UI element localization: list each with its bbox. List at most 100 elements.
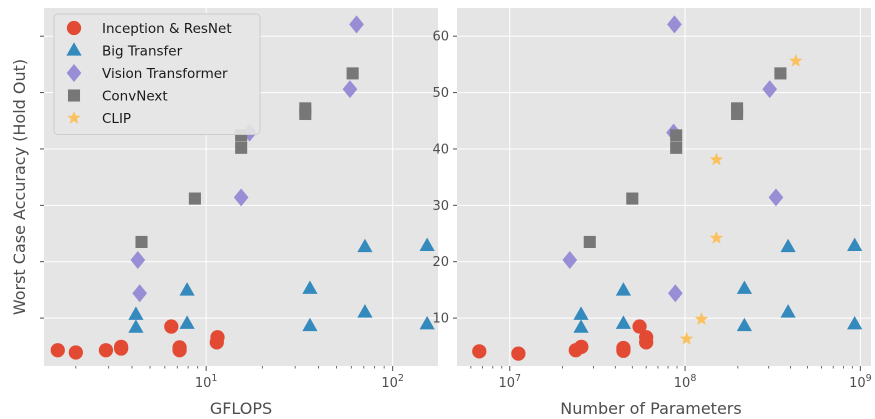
data-point xyxy=(135,235,148,249)
legend-label: Big Transfer xyxy=(102,44,183,60)
legend-box xyxy=(53,13,261,135)
data-point xyxy=(302,280,318,294)
data-point xyxy=(302,317,318,332)
plot-area xyxy=(457,8,871,366)
data-point xyxy=(667,15,682,34)
data-point xyxy=(472,344,487,359)
data-point xyxy=(670,141,683,154)
data-point xyxy=(128,319,144,333)
y-tick-label: 20 xyxy=(432,255,449,270)
data-point xyxy=(679,331,694,345)
series-clip xyxy=(679,53,803,345)
data-point xyxy=(768,188,784,207)
legend-label: Inception & ResNet xyxy=(102,21,232,37)
data-point xyxy=(709,152,724,166)
data-point xyxy=(780,304,796,318)
data-point xyxy=(736,280,753,294)
data-point xyxy=(172,340,187,355)
data-point xyxy=(762,80,778,99)
data-point xyxy=(233,188,249,207)
data-point xyxy=(573,306,589,320)
x-tick-label: 107 xyxy=(498,373,521,391)
x-axis-title-parameters: Number of Parameters xyxy=(560,399,741,418)
y-tick-label: 10 xyxy=(432,312,449,327)
data-point xyxy=(709,230,724,244)
legend-item: Big Transfer xyxy=(66,42,183,60)
data-point xyxy=(736,317,753,332)
data-point xyxy=(210,330,225,345)
data-point xyxy=(615,282,632,296)
data-point xyxy=(346,67,359,80)
parameters-panel: 10 20 30 40 50 60 107 108 109 xyxy=(432,8,872,391)
data-point xyxy=(616,340,631,356)
data-point xyxy=(626,192,639,205)
legend: Inception & ResNet Big Transfer Vision Tra… xyxy=(53,13,261,135)
data-point xyxy=(632,319,647,334)
legend-marker xyxy=(66,42,82,56)
data-point xyxy=(780,238,796,253)
series-big-transfer xyxy=(573,237,863,333)
data-point xyxy=(50,343,65,358)
data-point xyxy=(583,235,596,249)
data-point xyxy=(419,237,435,252)
data-point xyxy=(511,346,526,361)
data-point xyxy=(132,284,148,303)
data-point xyxy=(667,284,683,303)
x-tick-label: 101 xyxy=(195,373,218,391)
y-tick-label: 30 xyxy=(432,199,449,214)
y-tick-label: 60 xyxy=(432,30,449,45)
data-point xyxy=(114,339,129,354)
data-point xyxy=(179,282,195,296)
data-point xyxy=(235,141,248,154)
data-point xyxy=(299,102,312,115)
x-axis-title-gflops: GFLOPS xyxy=(210,399,272,418)
data-point xyxy=(639,330,654,345)
data-point xyxy=(615,315,632,329)
legend-label: ConvNext xyxy=(102,89,168,105)
data-point xyxy=(357,238,373,253)
data-point xyxy=(128,306,144,320)
legend-item: ConvNext xyxy=(67,89,168,105)
data-point xyxy=(349,15,364,34)
legend-label: CLIP xyxy=(102,111,131,127)
legend-item: Vision Transformer xyxy=(66,64,228,82)
data-point xyxy=(670,129,683,142)
legend-item: CLIP xyxy=(67,110,131,127)
data-point xyxy=(342,80,358,99)
data-point xyxy=(847,316,863,330)
legend-marker xyxy=(67,110,81,124)
series-inception-resnet xyxy=(50,319,225,360)
data-point xyxy=(188,192,201,205)
legend-label: Vision Transformer xyxy=(102,66,228,82)
data-point xyxy=(731,102,744,115)
series-convnext xyxy=(135,67,359,249)
data-point xyxy=(562,251,578,269)
x-tick-label: 108 xyxy=(674,373,697,391)
data-point xyxy=(847,237,863,252)
data-point xyxy=(179,315,195,329)
legend-marker xyxy=(66,20,82,36)
data-point xyxy=(357,304,373,318)
data-point xyxy=(419,316,435,330)
data-point xyxy=(788,53,803,67)
series-big-transfer xyxy=(128,237,435,333)
data-point xyxy=(573,319,589,333)
legend-marker xyxy=(67,89,81,102)
legend-marker xyxy=(66,64,82,82)
y-tick-label: 40 xyxy=(432,142,449,157)
series-convnext xyxy=(583,67,787,249)
data-point xyxy=(574,339,589,354)
data-point xyxy=(68,345,83,360)
y-tick-label: 50 xyxy=(432,86,449,101)
data-point xyxy=(98,343,114,358)
x-tick-label: 102 xyxy=(381,373,404,391)
series-inception-resnet xyxy=(472,319,654,361)
data-point xyxy=(694,312,709,325)
data-point xyxy=(774,67,787,80)
x-tick-label: 109 xyxy=(849,373,872,391)
data-point xyxy=(130,251,146,269)
legend-item: Inception & ResNet xyxy=(66,20,232,37)
y-axis-title: Worst Case Accuracy (Hold Out) xyxy=(10,59,29,315)
data-point xyxy=(164,319,179,334)
